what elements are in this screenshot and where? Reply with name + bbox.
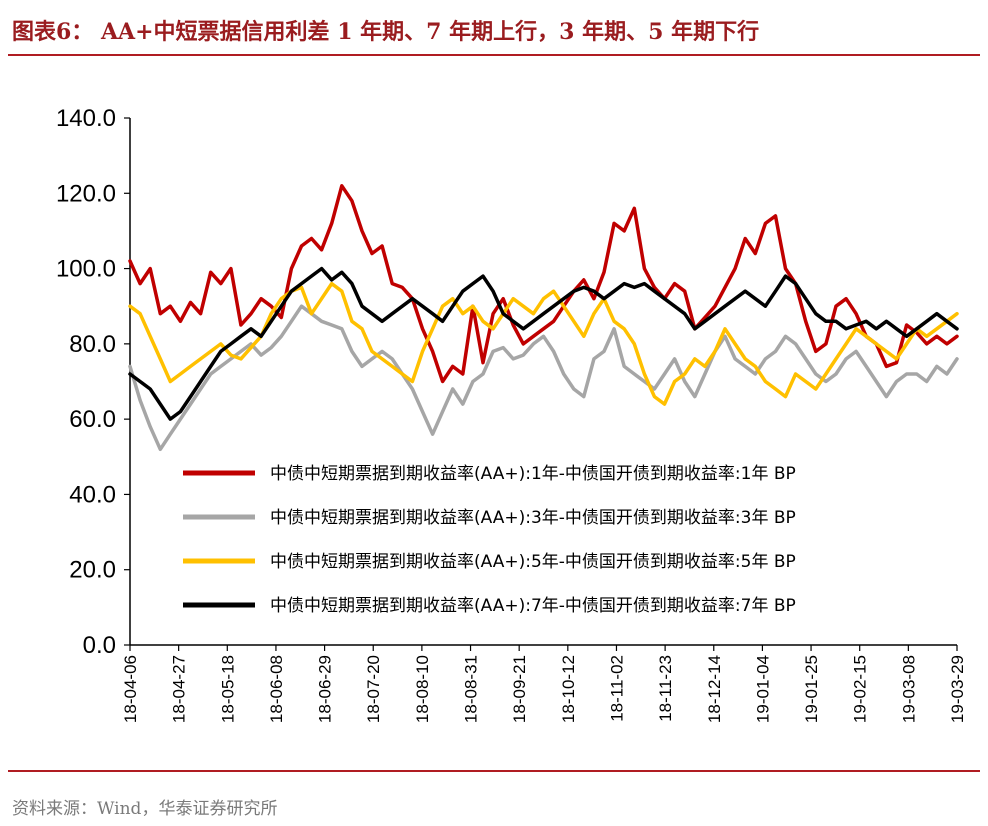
source-note: 资料来源：Wind，华泰证券研究所 — [12, 799, 278, 819]
legend-label-4: 中债中短期票据到期收益率(AA+):7年-中债国开债到期收益率:7年 BP — [270, 596, 796, 616]
legend-label-1: 中债中短期票据到期收益率(AA+):1年-中债国开债到期收益率:1年 BP — [270, 464, 796, 484]
x-tick-label: 19-01-04 — [753, 655, 772, 723]
top-rule — [8, 54, 980, 56]
legend: 中债中短期票据到期收益率(AA+):1年-中债国开债到期收益率:1年 BP 中债中… — [183, 464, 796, 616]
series-line-2 — [128, 304, 959, 452]
figure-title: 图表6： AA+中短票据信用利差 1 年期、7 年期上行，3 年期、5 年期下行 — [12, 19, 760, 45]
x-tick-label: 18-06-08 — [267, 655, 286, 723]
x-tick-label: 18-07-20 — [364, 655, 383, 723]
legend-label-3: 中债中短期票据到期收益率(AA+):5年-中债国开债到期收益率:5年 BP — [270, 552, 796, 572]
bottom-rule — [8, 770, 980, 772]
series-line-3 — [128, 281, 959, 406]
y-tick-label: 0.0 — [83, 632, 116, 659]
x-tick-label: 18-08-31 — [462, 655, 481, 723]
x-tick-label: 19-03-29 — [948, 655, 967, 723]
y-tick-label: 80.0 — [69, 331, 116, 358]
x-tick-label: 18-09-21 — [510, 655, 529, 723]
y-tick-label: 100.0 — [56, 256, 116, 283]
x-tick-label: 19-01-25 — [802, 655, 821, 723]
y-tick-label: 20.0 — [69, 557, 116, 584]
legend-label-2: 中债中短期票据到期收益率(AA+):3年-中债国开债到期收益率:3年 BP — [270, 508, 796, 528]
y-tick-label: 40.0 — [69, 481, 116, 508]
series-line-4 — [128, 266, 959, 421]
x-tick-label: 18-10-12 — [559, 655, 578, 723]
series-layer — [128, 184, 959, 452]
x-tick-label: 18-12-14 — [705, 655, 724, 723]
series-line-1 — [128, 184, 959, 384]
x-tick-label: 18-04-27 — [170, 655, 189, 723]
x-tick-label: 19-02-15 — [851, 655, 870, 723]
x-tick-label: 18-11-23 — [656, 655, 675, 722]
y-tick-label: 120.0 — [56, 180, 116, 207]
x-tick-label: 18-11-02 — [607, 655, 626, 722]
x-tick-label: 18-08-10 — [413, 655, 432, 723]
x-tick-label: 18-06-29 — [316, 655, 335, 723]
x-tick-label: 18-05-18 — [218, 655, 237, 723]
chart-axes: 0.0 20.0 40.0 60.0 80.0 100.0 120.0 140.0 18-04-… — [56, 105, 967, 723]
y-tick-label: 60.0 — [69, 406, 116, 433]
x-tick-label: 19-03-08 — [899, 655, 918, 723]
x-tick-label: 18-04-06 — [121, 655, 140, 723]
y-tick-label: 140.0 — [56, 105, 116, 132]
